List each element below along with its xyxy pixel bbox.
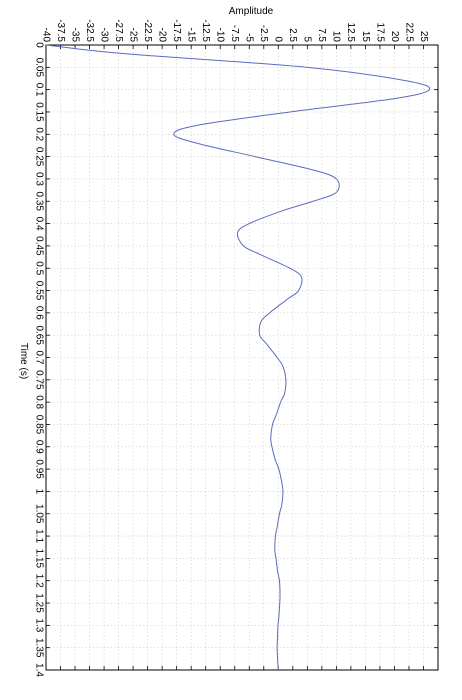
amplitude-tick-label: 5 — [302, 36, 313, 42]
amplitude-axis-title: Amplitude — [229, 6, 274, 17]
time-tick-label: 0.85 — [33, 415, 44, 435]
amplitude-tick-label: -40 — [40, 28, 51, 43]
time-tick-label: 0.55 — [33, 281, 44, 301]
time-tick-label: 1.3 — [33, 618, 44, 632]
time-tick-label: 0.65 — [33, 325, 44, 345]
time-tick-label: 1.1 — [33, 529, 44, 543]
time-tick-label: 0.7 — [33, 351, 44, 365]
amplitude-tick-label: -17.5 — [171, 19, 182, 42]
time-tick-label: 0.1 — [33, 83, 44, 97]
amplitude-tick-label: 10 — [331, 31, 342, 43]
amplitude-tick-label: 17.5 — [374, 23, 385, 43]
amplitude-tick-label: 0 — [273, 36, 284, 42]
time-tick-label: 0.5 — [33, 261, 44, 275]
amplitude-tick-label: 7.5 — [316, 28, 327, 42]
time-tick-label: 0.9 — [33, 440, 44, 454]
amplitude-tick-label: -15 — [186, 28, 197, 43]
amplitude-tick-label: 2.5 — [287, 28, 298, 42]
amplitude-tick-label: -5 — [244, 33, 255, 42]
time-tick-label: 0.05 — [33, 58, 44, 78]
time-tick-label: 0.45 — [33, 236, 44, 256]
amplitude-tick-label: 20 — [389, 31, 400, 43]
time-tick-label: 0.35 — [33, 192, 44, 212]
tick-layer: -40 -37.5 -35 -32.5 -30 -27.5 -25 -22.5 -20 -17.5… — [33, 19, 438, 677]
time-tick-label: 0.75 — [33, 370, 44, 390]
amplitude-tick-label: 25 — [418, 31, 429, 43]
grid-layer — [45, 44, 438, 671]
amplitude-tick-label: -10 — [215, 28, 226, 43]
amplitude-tick-label: -2.5 — [258, 25, 269, 43]
time-tick-label: 1.4 — [33, 663, 44, 677]
amplitude-tick-label: -7.5 — [229, 25, 240, 43]
amplitude-tick-label: -32.5 — [84, 19, 95, 42]
amplitude-tick-label: -37.5 — [55, 19, 66, 42]
amplitude-tick-label: -25 — [127, 28, 138, 43]
time-tick-label: 0.15 — [33, 102, 44, 122]
time-tick-label: 1 — [33, 489, 44, 495]
time-tick-label: 1.35 — [33, 638, 44, 658]
series-line — [45, 44, 431, 671]
time-tick-label: 0.4 — [33, 217, 44, 231]
time-tick-label: 0.25 — [33, 147, 44, 167]
amplitude-tick-label: 22.5 — [403, 23, 414, 43]
time-tick-label: 0.95 — [33, 459, 44, 479]
time-tick-label: 1.15 — [33, 549, 44, 569]
amplitude-tick-label: -35 — [69, 28, 80, 43]
amplitude-tick-label: 15 — [360, 31, 371, 43]
time-axis-title: Time (s) — [18, 343, 29, 379]
time-tick-label: 1.25 — [33, 593, 44, 613]
amplitude-tick-label: -22.5 — [142, 19, 153, 42]
amplitude-tick-label: 12.5 — [345, 23, 356, 43]
time-tick-label: 0.2 — [33, 127, 44, 141]
time-tick-label: 1.05 — [33, 504, 44, 524]
time-tick-label: 0.8 — [33, 395, 44, 409]
amplitude-tick-label: -27.5 — [113, 19, 124, 42]
amplitude-tick-label: -20 — [157, 28, 168, 43]
time-tick-label: 0.6 — [33, 306, 44, 320]
amplitude-tick-label: -12.5 — [200, 19, 211, 42]
time-tick-label: 1.2 — [33, 574, 44, 588]
time-tick-label: 0.3 — [33, 172, 44, 186]
time-tick-label: 0 — [33, 42, 44, 48]
amplitude-tick-label: -30 — [98, 28, 109, 43]
